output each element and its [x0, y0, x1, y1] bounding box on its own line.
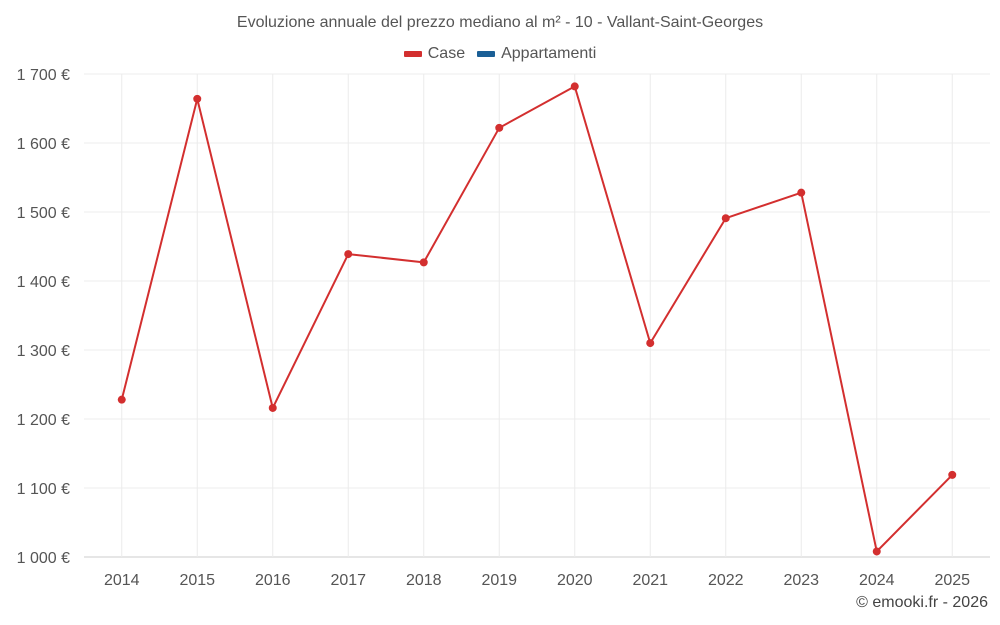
y-tick-label: 1 100 €	[17, 481, 70, 498]
grid	[84, 73, 990, 558]
series-layer	[117, 82, 957, 556]
x-tick-label: 2016	[255, 572, 291, 589]
x-tick-label: 2024	[859, 572, 895, 589]
credit-text: © emooki.fr - 2026	[856, 594, 988, 611]
data-point[interactable]	[419, 258, 428, 267]
data-point[interactable]	[646, 339, 655, 348]
data-point[interactable]	[948, 470, 957, 479]
legend: Case Appartamenti	[0, 45, 1000, 63]
legend-label-appartamenti: Appartamenti	[501, 45, 597, 62]
x-tick-label: 2023	[783, 572, 819, 589]
data-point[interactable]	[570, 82, 579, 91]
y-tick-label: 1 700 €	[17, 67, 70, 84]
y-tick-label: 1 000 €	[17, 550, 70, 567]
series-line-case	[120, 85, 953, 553]
y-tick-label: 1 400 €	[17, 274, 70, 291]
axes: 1 000 € 1 100 € 1 200 € 1 300 € 1 400 € 1 500…	[17, 67, 971, 589]
x-tick-label: 2017	[330, 572, 366, 589]
x-tick-label: 2022	[708, 572, 744, 589]
x-tick-label: 2020	[557, 572, 593, 589]
y-tick-label: 1 300 €	[17, 343, 70, 360]
legend-item-appartamenti[interactable]: Appartamenti	[477, 45, 596, 63]
y-tick-label: 1 200 €	[17, 412, 70, 429]
data-point[interactable]	[193, 94, 202, 103]
data-point[interactable]	[872, 547, 881, 556]
legend-label-case: Case	[427, 45, 466, 62]
y-tick-label: 1 500 €	[17, 205, 70, 222]
x-tick-label: 2014	[104, 572, 140, 589]
data-point[interactable]	[268, 403, 277, 412]
legend-item-case[interactable]: Case	[403, 45, 466, 63]
legend-swatch-case	[403, 51, 422, 57]
y-tick-label: 1 600 €	[17, 136, 70, 153]
data-point[interactable]	[721, 214, 730, 223]
data-point[interactable]	[495, 123, 504, 132]
x-tick-label: 2015	[179, 572, 215, 589]
x-tick-label: 2019	[481, 572, 517, 589]
chart-title: Evoluzione annuale del prezzo mediano al…	[236, 14, 764, 31]
data-point[interactable]	[344, 250, 353, 259]
x-tick-label: 2025	[934, 572, 970, 589]
x-tick-label: 2021	[632, 572, 668, 589]
legend-swatch-appartamenti	[477, 51, 496, 57]
data-point[interactable]	[797, 188, 806, 197]
x-tick-label: 2018	[406, 572, 442, 589]
data-point[interactable]	[117, 395, 126, 404]
